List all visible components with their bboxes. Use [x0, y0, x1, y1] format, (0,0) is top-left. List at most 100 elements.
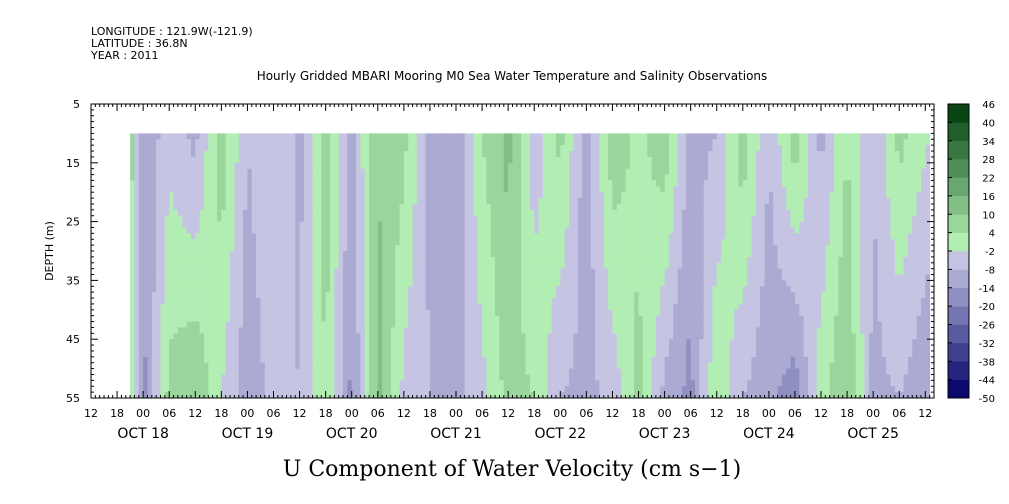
heatmap-cell [516, 368, 522, 375]
heatmap-cell [138, 186, 144, 193]
heatmap-cell [130, 209, 135, 217]
heatmap-cell [464, 292, 470, 299]
heatmap-cell [521, 209, 526, 217]
heatmap-cell [412, 362, 418, 369]
heatmap-cell [312, 209, 318, 217]
heatmap-cell [403, 251, 409, 258]
heatmap-cell [421, 321, 426, 328]
heatmap-cell [343, 168, 348, 175]
heatmap-cell [290, 168, 296, 175]
heatmap-cell [582, 321, 587, 328]
heatmap-cell [582, 168, 587, 175]
heatmap-cell [508, 268, 513, 275]
heatmap-cell [477, 151, 483, 158]
heatmap-cell [256, 239, 261, 246]
heatmap-cell [390, 333, 396, 340]
heatmap-cell [447, 262, 453, 270]
heatmap-cell [525, 321, 531, 328]
heatmap-cell [555, 227, 561, 234]
heatmap-cell [434, 327, 440, 334]
heatmap-cell [299, 386, 305, 393]
heatmap-cell [364, 245, 370, 252]
heatmap-cell [595, 139, 600, 146]
heatmap-cell [551, 268, 557, 275]
heatmap-cell [408, 345, 413, 352]
heatmap-cell [399, 174, 405, 181]
heatmap-cell [325, 350, 331, 358]
heatmap-cell [251, 203, 257, 211]
heatmap-cell [347, 374, 353, 381]
heatmap-cell [516, 256, 522, 264]
heatmap-cell [147, 180, 153, 187]
heatmap-cell [356, 303, 361, 311]
heatmap-cell [608, 339, 613, 346]
heatmap-cell [329, 292, 335, 299]
heatmap-cell [508, 345, 513, 352]
heatmap-cell [577, 309, 583, 317]
heatmap-cell [160, 168, 166, 175]
heatmap-cell [160, 251, 166, 258]
heatmap-cell [525, 268, 531, 275]
heatmap-cell [499, 345, 505, 352]
heatmap-cell [512, 139, 518, 146]
heatmap-cell [234, 356, 240, 364]
heatmap-cell [343, 280, 348, 287]
heatmap-cell [469, 392, 474, 399]
heatmap-cell [273, 374, 279, 381]
heatmap-cell [590, 350, 596, 358]
heatmap-cell [199, 239, 205, 246]
heatmap-cell [595, 356, 600, 364]
heatmap-cell [551, 251, 557, 258]
heatmap-cell [217, 286, 222, 293]
heatmap-cell [395, 280, 400, 287]
heatmap-cell [408, 392, 413, 399]
heatmap-cell [395, 298, 400, 305]
heatmap-cell [608, 227, 613, 234]
heatmap-cell [269, 350, 274, 358]
heatmap-cell [595, 209, 600, 217]
heatmap-cell [373, 174, 379, 181]
heatmap-cell [182, 333, 187, 340]
heatmap-cell [243, 368, 248, 375]
heatmap-cell [382, 292, 387, 299]
heatmap-cell [416, 368, 422, 375]
heatmap-cell [164, 345, 170, 352]
heatmap-cell [256, 198, 261, 205]
heatmap-cell [477, 245, 483, 252]
heatmap-cell [156, 392, 161, 399]
heatmap-cell [590, 233, 596, 240]
heatmap-cell [356, 239, 361, 246]
heatmap-cell [186, 303, 192, 311]
heatmap-cell [151, 251, 157, 258]
heatmap-cell [269, 233, 274, 240]
heatmap-cell [608, 139, 613, 146]
heatmap-cell [234, 286, 240, 293]
heatmap-cell [560, 386, 566, 393]
heatmap-cell [356, 156, 361, 164]
heatmap-cell [321, 339, 327, 346]
heatmap-cell [217, 350, 222, 358]
heatmap-cell [382, 203, 387, 211]
heatmap-cell [499, 168, 505, 175]
heatmap-cell [147, 215, 153, 222]
heatmap-cell [608, 233, 613, 240]
heatmap-cell [451, 292, 457, 299]
heatmap-cell [573, 145, 579, 152]
heatmap-cell [264, 327, 270, 334]
heatmap-cell [230, 245, 235, 252]
heatmap-cell [321, 368, 327, 375]
heatmap-cell [164, 174, 170, 181]
heatmap-cell [555, 256, 561, 264]
heatmap-cell [473, 180, 479, 187]
heatmap-cell [208, 245, 214, 252]
heatmap-cell [221, 380, 227, 387]
heatmap-cell [560, 198, 566, 205]
heatmap-cell [282, 333, 287, 340]
heatmap-cell [425, 309, 431, 317]
heatmap-cell [373, 239, 379, 246]
heatmap-cell [325, 286, 331, 293]
heatmap-cell [277, 151, 283, 158]
heatmap-cell [273, 198, 279, 205]
heatmap-cell [143, 145, 148, 152]
heatmap-cell [260, 350, 266, 358]
